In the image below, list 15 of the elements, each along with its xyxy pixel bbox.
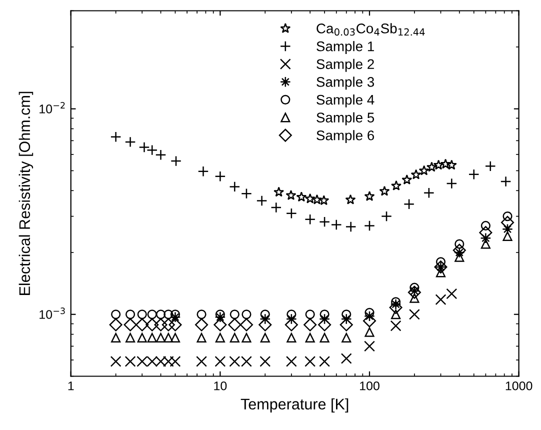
legend-label: Sample 1 bbox=[316, 41, 374, 54]
y-axis-title: Electrical Resistivity [Ohm.cm] bbox=[18, 92, 34, 295]
legend-label: Sample 5 bbox=[316, 112, 374, 126]
y-tick-label: 10$^{−3}$ bbox=[40, 308, 65, 319]
legend-label: Sample 3 bbox=[316, 76, 374, 90]
x-tick-label: 100 bbox=[360, 381, 380, 390]
x-tick-label: 1 bbox=[68, 382, 74, 390]
y-tick-label: 10$^{−2}$ bbox=[40, 102, 65, 114]
x-tick-label: 1000 bbox=[506, 381, 532, 390]
legend-label: Ca$_{0.03}$Co$_{4}$Sb$_{12.44}$ bbox=[316, 23, 425, 36]
legend-label: Sample 4 bbox=[316, 94, 374, 108]
legend-label: Sample 2 bbox=[316, 58, 374, 72]
x-axis-title: Temperature [K] bbox=[240, 398, 348, 413]
legend-label: Sample 6 bbox=[316, 130, 374, 144]
x-tick-label: 10 bbox=[214, 381, 227, 390]
